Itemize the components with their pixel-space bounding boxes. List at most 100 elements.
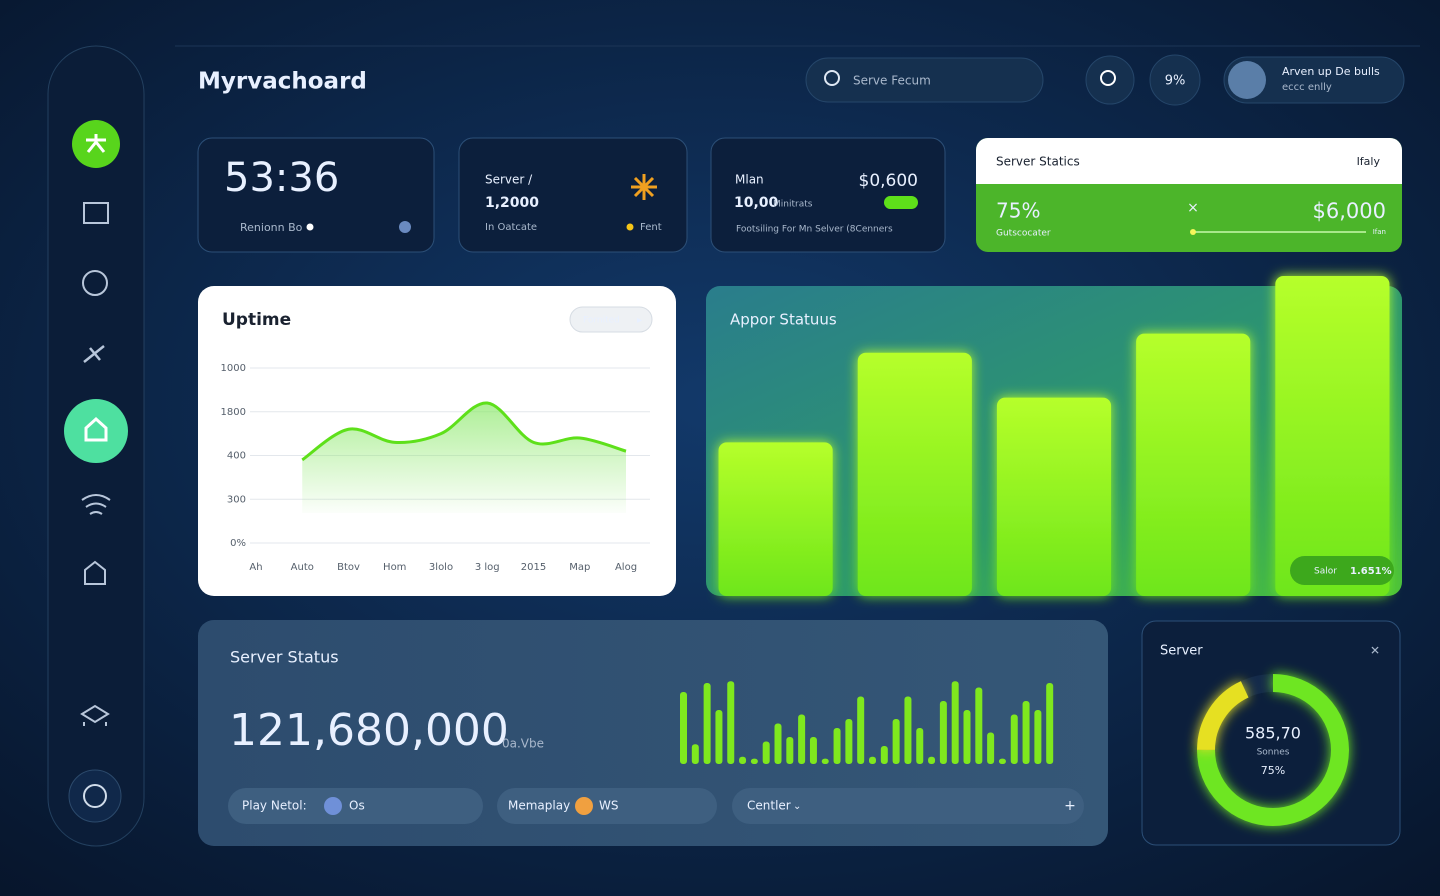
pin-icon[interactable]: ✕ xyxy=(1370,644,1380,658)
spark-icon xyxy=(631,174,657,200)
filter-label: Centler xyxy=(747,799,791,813)
bar xyxy=(1046,683,1054,764)
filter-pill[interactable] xyxy=(497,788,717,824)
status-percent: 75% xyxy=(996,199,1040,223)
search-placeholder: Serve Fecum xyxy=(853,74,931,88)
y-tick-label: 0% xyxy=(230,538,246,549)
filter-dropdown[interactable] xyxy=(732,788,1084,824)
filter-icon xyxy=(575,797,593,815)
bar xyxy=(1022,701,1030,764)
server-status-title: Server Status xyxy=(230,648,339,667)
server-status-total: 121,680,000 xyxy=(229,705,509,756)
bar xyxy=(809,737,817,764)
filter-icon xyxy=(324,797,342,815)
bar xyxy=(998,758,1006,764)
donut-title: Server xyxy=(1160,644,1203,659)
nav-icon[interactable] xyxy=(80,704,110,726)
donut-segment xyxy=(1197,674,1349,826)
toggle[interactable] xyxy=(884,196,918,209)
badge-value: 1.651% xyxy=(1350,566,1392,577)
avatar xyxy=(1228,61,1266,99)
server-status-unit: 0a.Vbe xyxy=(502,737,544,751)
bar xyxy=(718,442,833,596)
nav-icon[interactable] xyxy=(83,202,109,224)
app-status-badge xyxy=(1290,556,1394,585)
x-tick-label: Btov xyxy=(337,562,360,573)
bar xyxy=(1010,714,1018,764)
chevron: ▸ xyxy=(637,315,642,326)
filter-value: WS xyxy=(599,799,618,813)
stat-value: 53:36 xyxy=(224,155,339,201)
badge-text: 9% xyxy=(1165,74,1186,89)
badge-label: Salor xyxy=(1314,567,1337,577)
nav-profile[interactable] xyxy=(68,769,122,823)
status-title: Server Statics xyxy=(996,155,1080,169)
bar xyxy=(996,397,1112,596)
server-status-bars xyxy=(680,681,1054,764)
bar xyxy=(774,723,782,764)
bar xyxy=(857,696,865,764)
filter-label: Play Netol: xyxy=(242,799,307,813)
x-tick-label: 2015 xyxy=(521,562,546,573)
dot xyxy=(399,221,411,233)
badge-button[interactable] xyxy=(1149,54,1201,106)
donut-chart xyxy=(1197,674,1349,826)
uptime-filter[interactable] xyxy=(569,306,653,333)
bar xyxy=(939,701,947,764)
nav-icon[interactable] xyxy=(83,345,105,363)
bar xyxy=(1136,333,1251,596)
progress-knob[interactable] xyxy=(1190,229,1196,235)
bar xyxy=(1034,710,1042,764)
bar xyxy=(892,719,900,764)
uptime-filter-label: Fornited xyxy=(583,316,620,326)
bar xyxy=(739,756,747,764)
x-tick-label: Alog xyxy=(615,562,637,573)
donut-value: 585,70 xyxy=(1245,724,1301,743)
app-title: Myrvachoard xyxy=(198,69,367,95)
search-button[interactable] xyxy=(1085,55,1135,105)
bar xyxy=(786,737,794,764)
bar xyxy=(987,732,995,764)
y-tick-label: 400 xyxy=(227,451,246,462)
stat-card xyxy=(197,137,435,253)
filter-pill[interactable] xyxy=(228,788,483,824)
stat-value: 10,00 xyxy=(734,195,779,211)
add-button[interactable]: + xyxy=(1064,798,1076,814)
bar xyxy=(880,746,888,764)
user-name: Arven up De bulls xyxy=(1282,65,1380,78)
nav-icon[interactable] xyxy=(82,270,108,296)
x-tick-label: Hom xyxy=(383,562,406,573)
x-tick-label: Ah xyxy=(249,562,262,573)
bar xyxy=(975,687,983,764)
nav-home-active[interactable] xyxy=(64,399,128,463)
stat-title: Server / xyxy=(485,173,533,187)
user-menu[interactable] xyxy=(1223,56,1405,104)
y-tick-label: 300 xyxy=(227,494,246,505)
x-tick-label: 3 log xyxy=(475,562,500,573)
user-role: eccc enlly xyxy=(1282,82,1332,93)
bar xyxy=(833,728,841,764)
stat-caption: In Oatcate xyxy=(485,222,537,233)
stat-amount: $0,600 xyxy=(859,171,918,191)
logo-icon xyxy=(86,134,106,153)
bar xyxy=(904,696,912,764)
search-box[interactable] xyxy=(805,57,1044,103)
x-tick-label: 3lolo xyxy=(429,562,453,573)
bar xyxy=(845,719,853,764)
stat-title: Mlan xyxy=(735,173,764,187)
dot xyxy=(626,223,634,231)
stat-unit: Minitrats xyxy=(773,200,813,210)
stat-card xyxy=(710,137,946,253)
line-area xyxy=(302,402,626,513)
status-link[interactable]: Ifaly xyxy=(1357,155,1381,168)
nav-icon[interactable] xyxy=(81,494,111,515)
close-mark[interactable]: × xyxy=(1187,200,1199,216)
nav-icon[interactable] xyxy=(84,560,106,585)
bar xyxy=(869,756,876,764)
search-icon xyxy=(824,70,840,86)
dot xyxy=(306,223,314,231)
smile-icon xyxy=(83,784,107,808)
app-status-title: Appor Statuus xyxy=(730,311,837,329)
bar xyxy=(703,683,711,764)
